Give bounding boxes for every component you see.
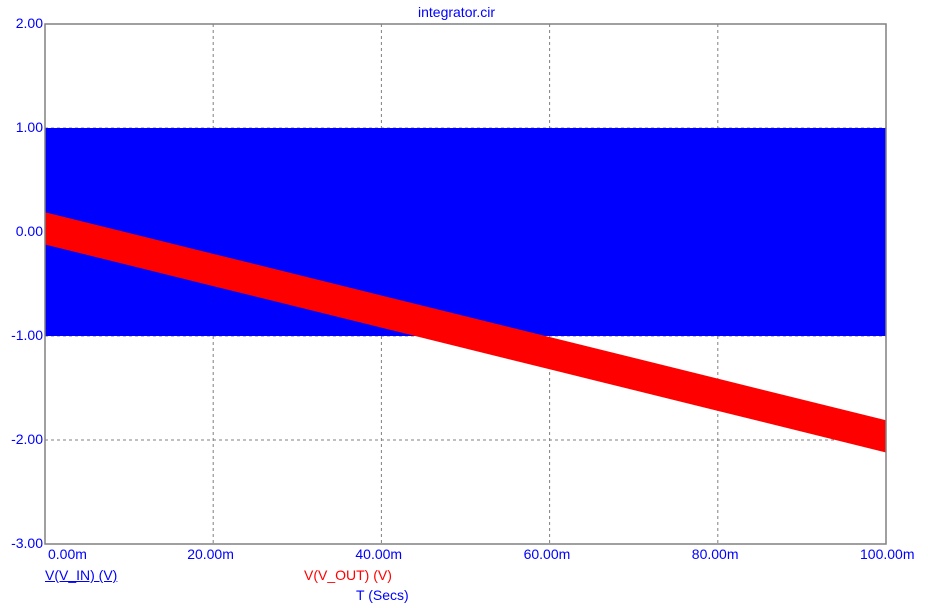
chart-title: integrator.cir	[418, 4, 496, 20]
x-tick-label: 0.00m	[48, 546, 87, 562]
traces	[45, 128, 886, 453]
plot-frame	[44, 23, 887, 545]
x-tick-label: 60.00m	[523, 546, 571, 562]
legend-v-out[interactable]: V(V_OUT) (V)	[304, 567, 392, 583]
x-tick-label: 20.00m	[187, 546, 234, 562]
y-tick-label: 0.00	[15, 223, 43, 239]
x-tick-label: 100.00m	[860, 546, 915, 562]
x-axis-label: T (Secs)	[356, 587, 409, 603]
trace-v-out	[45, 212, 886, 453]
y-tick-label: -3.00	[11, 535, 43, 551]
y-tick-label: 2.00	[15, 15, 43, 31]
y-tick-label: -1.00	[11, 327, 43, 343]
legend-v-in[interactable]: V(V_IN) (V)	[45, 567, 118, 583]
y-tick-label: 1.00	[15, 119, 43, 135]
trace-v-in	[45, 128, 886, 336]
y-tick-label: -2.00	[11, 431, 43, 447]
x-tick-label: 80.00m	[691, 546, 739, 562]
x-tick-label: 40.00m	[355, 546, 403, 562]
